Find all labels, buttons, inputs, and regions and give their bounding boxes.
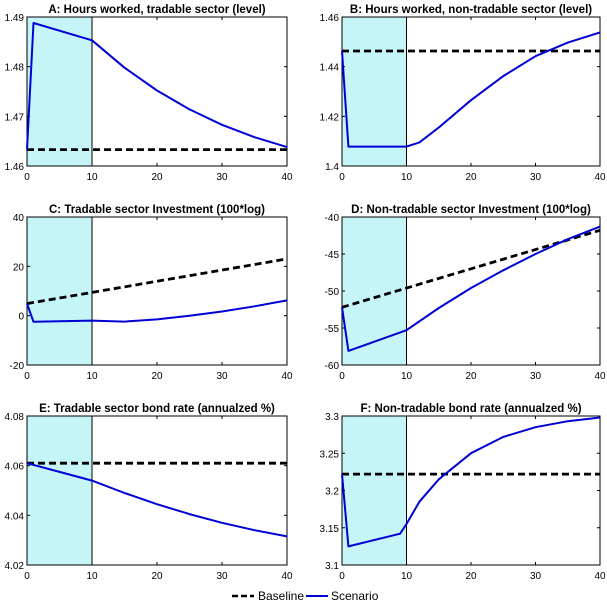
- x-tick-label: 10: [401, 571, 413, 582]
- chart-panel-0: A: Hours worked, tradable sector (level)…: [5, 4, 293, 183]
- x-tick-label: 40: [594, 172, 606, 183]
- x-tick-label: 30: [530, 371, 542, 382]
- shaded-region: [26, 415, 93, 566]
- y-tick-label: 1.47: [5, 112, 25, 123]
- x-tick-label: 40: [281, 371, 293, 382]
- shaded-region: [26, 216, 93, 366]
- x-tick-label: 0: [24, 172, 30, 183]
- y-tick-label: 4.06: [5, 462, 25, 473]
- chart-title: C: Tradable sector Investment (100*log): [49, 204, 265, 216]
- y-tick-label: 0: [18, 312, 24, 323]
- chart-title: D: Non-tradable sector Investment (100*l…: [351, 204, 591, 216]
- x-tick-label: 20: [151, 371, 163, 382]
- y-tick-label: 3.3: [325, 412, 339, 423]
- y-tick-label: 1.42: [320, 112, 340, 123]
- y-tick-label: 1.4: [325, 162, 339, 173]
- chart-panel-4: E: Tradable sector bond rate (annualzed …: [5, 403, 293, 582]
- shaded-region: [341, 16, 407, 167]
- x-tick-label: 20: [465, 371, 477, 382]
- y-tick-label: 4.08: [5, 412, 25, 423]
- x-tick-label: 20: [465, 571, 477, 582]
- x-tick-label: 0: [24, 571, 30, 582]
- y-tick-label: 40: [13, 213, 25, 224]
- x-tick-label: 20: [151, 571, 163, 582]
- scenario-series-line: [341, 416, 601, 548]
- x-tick-label: 20: [151, 172, 163, 183]
- y-tick-label: -50: [325, 287, 340, 298]
- x-tick-label: 30: [530, 571, 542, 582]
- y-tick-label: 3.1: [325, 561, 339, 572]
- x-tick-label: 30: [216, 172, 228, 183]
- scenario-series-line: [26, 462, 288, 538]
- x-tick-label: 10: [401, 371, 413, 382]
- x-tick-label: 30: [216, 571, 228, 582]
- y-tick-label: 1.46: [5, 162, 25, 173]
- y-tick-label: 3.25: [320, 449, 340, 460]
- y-tick-label: 1.48: [5, 63, 25, 74]
- x-tick-label: 10: [86, 371, 98, 382]
- chart-panel-1: B: Hours worked, non-tradable sector (le…: [320, 4, 606, 183]
- x-tick-label: 10: [401, 172, 413, 183]
- shaded-region: [341, 415, 407, 566]
- y-tick-label: -20: [10, 361, 25, 372]
- x-tick-label: 40: [594, 371, 606, 382]
- chart-panel-5: F: Non-tradable bond rate (annualzed %) 0…: [320, 403, 606, 582]
- chart-title: E: Tradable sector bond rate (annualzed …: [39, 403, 275, 415]
- chart-title: A: Hours worked, tradable sector (level): [48, 4, 265, 16]
- x-tick-label: 30: [530, 172, 542, 183]
- x-tick-label: 0: [339, 371, 345, 382]
- scenario-series-line: [26, 22, 288, 150]
- y-tick-label: -45: [325, 250, 340, 261]
- y-tick-label: 4.04: [5, 511, 25, 522]
- y-tick-label: 4.02: [5, 561, 25, 572]
- shaded-region: [26, 16, 93, 167]
- x-tick-label: 0: [339, 172, 345, 183]
- legend-baseline-label: Baseline: [258, 589, 304, 603]
- legend: Baseline Scenario: [232, 589, 379, 603]
- y-tick-label: 1.49: [5, 13, 25, 24]
- y-tick-label: 3.2: [325, 487, 339, 498]
- y-tick-label: -55: [325, 324, 340, 335]
- y-tick-label: 1.44: [320, 63, 340, 74]
- x-tick-label: 40: [281, 172, 293, 183]
- legend-scenario-label: Scenario: [331, 589, 379, 603]
- x-tick-label: 30: [216, 371, 228, 382]
- x-tick-label: 40: [594, 571, 606, 582]
- y-tick-label: 1.46: [320, 13, 340, 24]
- scenario-series-line: [26, 299, 288, 323]
- chart-panel-2: C: Tradable sector Investment (100*log) 0…: [10, 204, 293, 382]
- y-tick-label: -60: [325, 361, 340, 372]
- x-tick-label: 10: [86, 172, 98, 183]
- y-tick-label: -40: [325, 213, 340, 224]
- scenario-series-line: [341, 225, 601, 352]
- x-tick-label: 0: [24, 371, 30, 382]
- scenario-series-line: [341, 31, 601, 148]
- x-tick-label: 0: [339, 571, 345, 582]
- chart-title: B: Hours worked, non-tradable sector (le…: [350, 4, 592, 16]
- x-tick-label: 10: [86, 571, 98, 582]
- x-tick-label: 20: [465, 172, 477, 183]
- chart-panel-3: D: Non-tradable sector Investment (100*l…: [325, 204, 606, 382]
- chart-title: F: Non-tradable bond rate (annualzed %): [360, 403, 581, 415]
- panels: A: Hours worked, tradable sector (level)…: [5, 4, 606, 582]
- x-tick-label: 40: [281, 571, 293, 582]
- y-tick-label: 3.15: [320, 524, 340, 535]
- y-tick-label: 20: [13, 262, 25, 273]
